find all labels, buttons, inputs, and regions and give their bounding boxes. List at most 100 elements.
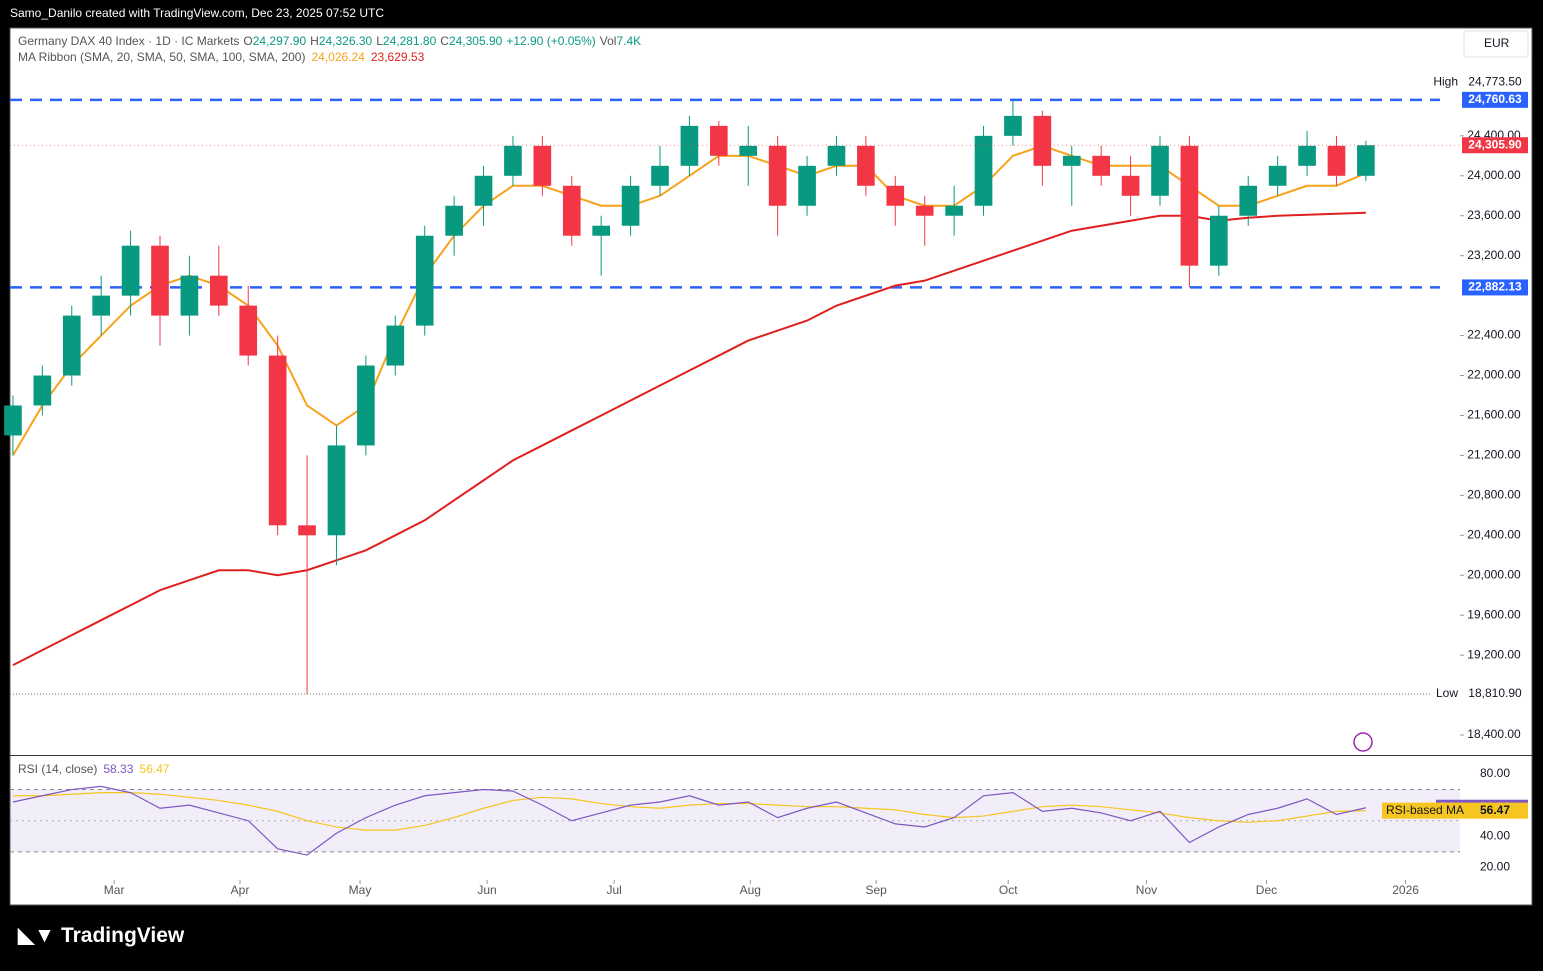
candle-body	[1268, 165, 1287, 186]
candle-body	[121, 245, 140, 296]
candle-body	[886, 185, 905, 206]
candle-body	[151, 245, 169, 316]
candle-body	[1210, 215, 1228, 266]
currency-button[interactable]	[1463, 30, 1529, 58]
rsi-ma-tag: RSI-based MA	[1386, 803, 1464, 817]
candle-body	[592, 225, 610, 236]
brand: ◣▼ TradingView	[17, 924, 185, 947]
x-tick-label: Dec	[1256, 883, 1277, 897]
legend: Germany DAX 40 Index · 1D · IC Markets O2…	[18, 34, 641, 48]
candle-body	[415, 235, 434, 326]
candle-body	[445, 205, 463, 236]
candle-body	[474, 175, 493, 206]
y-tick-label: 20,000.00	[1467, 567, 1521, 581]
rsi-value: 58.33	[103, 762, 133, 776]
legend-key: H	[310, 34, 319, 48]
x-tick-label: 2026	[1392, 883, 1419, 897]
y-tick-label: 19,200.00	[1467, 647, 1521, 661]
candle-body	[62, 315, 81, 376]
rsi-tick-label: 20.00	[1480, 860, 1510, 874]
rsi-ma-value: 56.47	[139, 762, 169, 776]
legend-key: C	[440, 34, 449, 48]
last-label: 24,305.90	[1468, 137, 1522, 151]
candle-body	[945, 205, 963, 216]
candle-body	[1062, 155, 1081, 166]
candle-body	[298, 525, 316, 536]
candle-body	[621, 185, 640, 226]
level-tag	[1462, 279, 1528, 296]
x-tick-label: May	[349, 883, 372, 897]
legend-key: Vol	[600, 34, 617, 48]
candle-body	[533, 145, 552, 186]
legend-value: 24,326.30	[319, 34, 373, 48]
candle-body	[1180, 145, 1199, 266]
legend-key: L	[376, 34, 383, 48]
candle-body	[1298, 145, 1316, 166]
candle-body	[798, 165, 816, 206]
rsi-ma-tag-value: 56.47	[1480, 803, 1510, 817]
x-tick-label: Aug	[740, 883, 761, 897]
candle-body	[210, 275, 228, 306]
y-tick-label: 18,400.00	[1467, 727, 1521, 741]
indicator-value: 24,026.24	[311, 50, 365, 64]
y-tick-label: 24,000.00	[1467, 168, 1521, 182]
candle-body	[1033, 115, 1052, 166]
x-tick-label: Oct	[999, 883, 1018, 897]
y-tick-label: 20,400.00	[1467, 527, 1521, 541]
rsi-ma-tag-box	[1382, 802, 1528, 819]
indicator-value: 23,629.53	[371, 50, 425, 64]
candle-body	[1239, 185, 1258, 216]
y-tick-label: 22,400.00	[1467, 328, 1521, 342]
indicator-legend: MA Ribbon (SMA, 20, SMA, 50, SMA, 100, S…	[18, 50, 425, 64]
indicator-title: MA Ribbon (SMA, 20, SMA, 50, SMA, 100, S…	[18, 50, 305, 64]
candle-body	[562, 185, 581, 236]
legend-value: 24,281.80	[383, 34, 437, 48]
candle-body	[33, 375, 52, 406]
candle-body	[768, 145, 787, 206]
candle-body	[4, 405, 22, 436]
low-label: 18,810.90	[1468, 686, 1522, 700]
alert-icon[interactable]	[1353, 732, 1373, 752]
candle-body	[1357, 145, 1375, 176]
legend-value: 24,297.90	[253, 34, 307, 48]
y-tick-label: 20,800.00	[1467, 488, 1521, 502]
y-tick-label: 21,600.00	[1467, 408, 1521, 422]
x-tick-label: Nov	[1136, 883, 1157, 897]
ma-line	[12, 211, 1366, 667]
candle-body	[1004, 115, 1022, 136]
candle-body	[504, 145, 522, 176]
rsi-ma-line	[12, 792, 1366, 831]
level-label: 24,760.63	[1468, 92, 1522, 106]
brand-name: TradingView	[61, 924, 185, 947]
rsi-line	[12, 785, 1367, 856]
legend-key: O	[243, 34, 252, 48]
candle-body	[915, 205, 934, 216]
candle-body	[827, 145, 846, 166]
credit: Samo_Danilo created with TradingView.com…	[10, 6, 384, 20]
candle-body	[92, 295, 110, 316]
legend-value: 24,305.90	[449, 34, 503, 48]
high-label: 24,773.50	[1468, 75, 1522, 89]
legend-value: 7.4K	[616, 34, 641, 48]
candle-body	[180, 275, 199, 316]
candle-body	[327, 445, 346, 536]
y-tick-label: 23,600.00	[1467, 208, 1521, 222]
x-tick-label: Mar	[104, 883, 125, 897]
y-tick-label: 22,000.00	[1467, 368, 1521, 382]
candle-body	[1327, 145, 1346, 176]
ma-line	[12, 144, 1367, 456]
level-label: 22,882.13	[1468, 280, 1522, 294]
rsi-tick-label: 80.00	[1480, 766, 1510, 780]
y-tick-label: 19,600.00	[1467, 607, 1521, 621]
x-tick-label: Jul	[606, 883, 621, 897]
candle-body	[680, 125, 699, 166]
currency[interactable]: EUR	[1484, 36, 1510, 50]
rsi-title: RSI (14, close)	[18, 762, 97, 776]
x-tick-label: Jun	[477, 883, 496, 897]
candle-body	[1151, 145, 1169, 196]
candle-body	[357, 365, 375, 446]
low-text: Low	[1436, 686, 1458, 700]
rsi-tick-label: 40.00	[1480, 828, 1510, 842]
x-tick-label: Sep	[865, 883, 887, 897]
